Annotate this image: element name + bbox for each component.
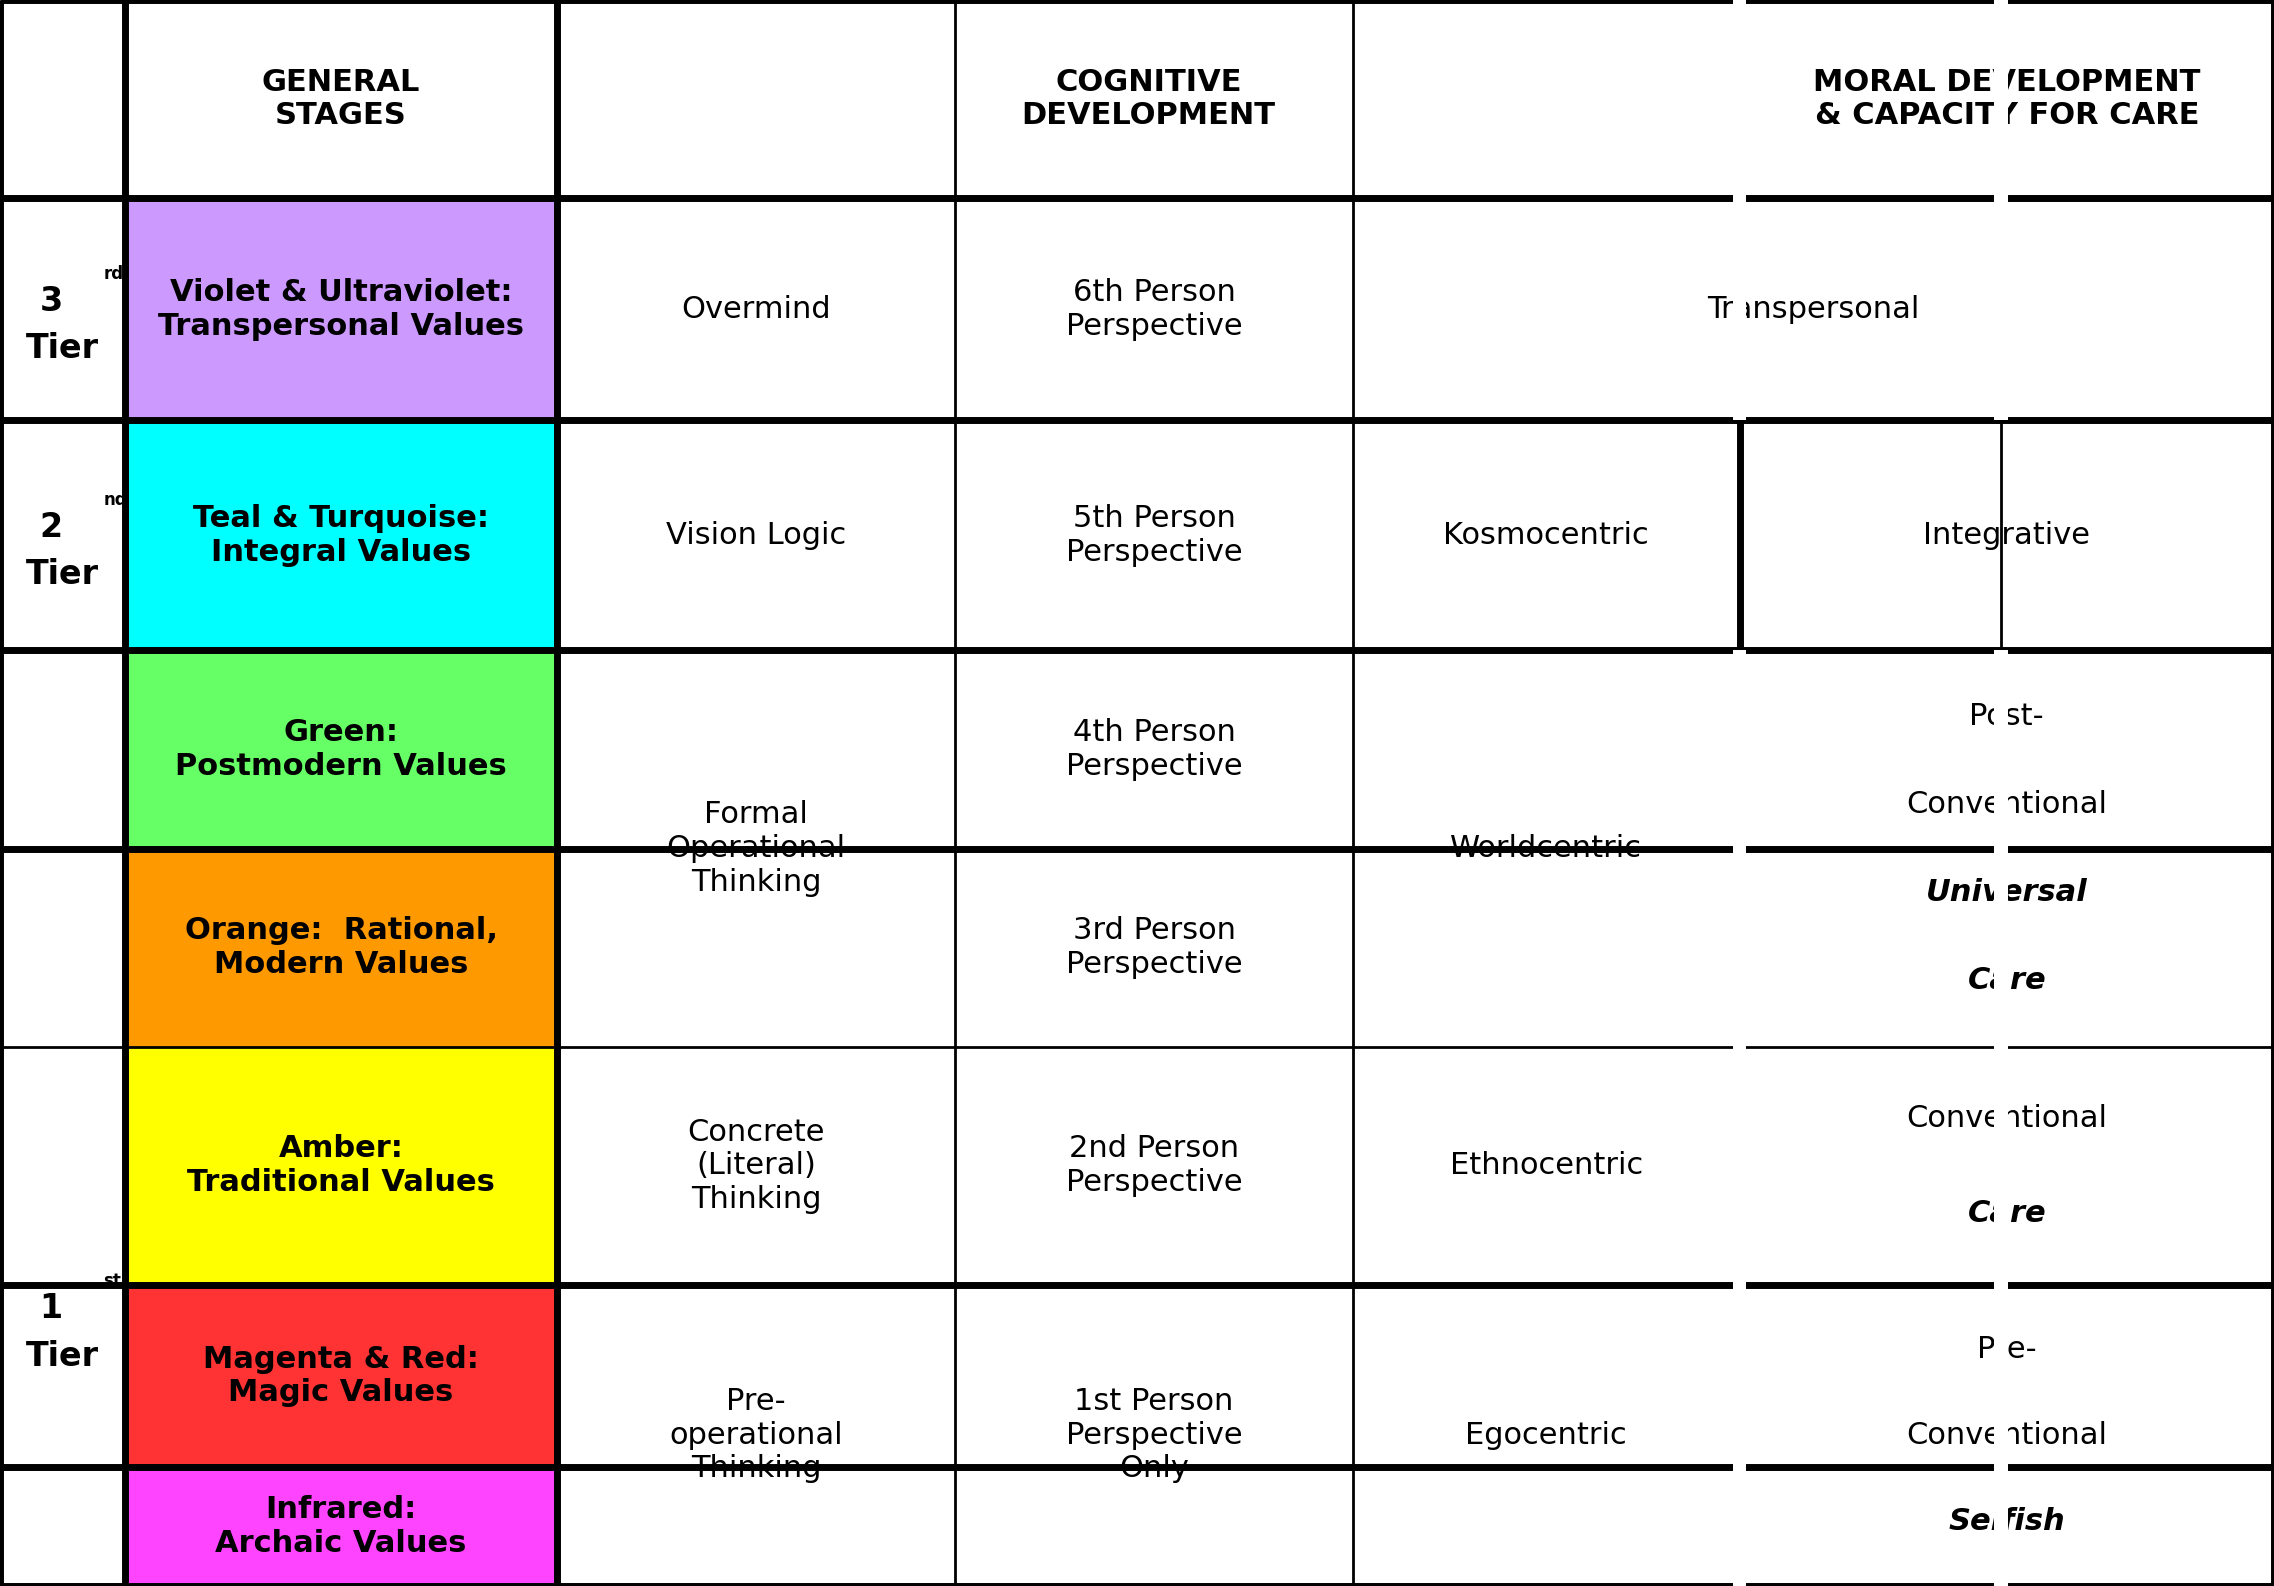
Bar	[955, 1285, 1353, 1586]
Text: Formal
Operational
Thinking: Formal Operational Thinking	[666, 801, 846, 896]
Text: Tier: Tier	[25, 1340, 100, 1372]
Text: Amber:
Traditional Values: Amber: Traditional Values	[186, 1134, 496, 1197]
Text: Conventional: Conventional	[1906, 1421, 2108, 1450]
Bar	[557, 0, 1740, 198]
Bar	[0, 1467, 125, 1586]
Bar	[955, 1047, 1353, 1285]
Text: 1st Person
Perspective
Only: 1st Person Perspective Only	[1067, 1388, 1242, 1483]
Text: MORAL DEVELOPMENT
& CAPACITY FOR CARE: MORAL DEVELOPMENT & CAPACITY FOR CARE	[1812, 68, 2201, 130]
Bar	[1733, 650, 1746, 1586]
Text: Violet & Ultraviolet:
Transpersonal Values: Violet & Ultraviolet: Transpersonal Valu…	[159, 278, 523, 341]
Text: 3rd Person
Perspective: 3rd Person Perspective	[1067, 917, 1242, 979]
Text: Egocentric: Egocentric	[1464, 1421, 1628, 1450]
Text: Conventional: Conventional	[1906, 1104, 2108, 1132]
Bar	[955, 849, 1353, 1047]
Bar	[1353, 420, 1740, 650]
Bar	[125, 198, 557, 420]
Bar	[0, 650, 125, 849]
Text: Worldcentric: Worldcentric	[1451, 834, 1642, 863]
Text: 2: 2	[39, 511, 64, 544]
Bar	[1353, 650, 1740, 1047]
Text: 4th Person
Perspective: 4th Person Perspective	[1067, 718, 1242, 780]
Text: Teal & Turquoise:
Integral Values: Teal & Turquoise: Integral Values	[193, 504, 489, 566]
Text: Vision Logic: Vision Logic	[666, 520, 846, 550]
Bar	[1740, 0, 2274, 198]
Bar	[955, 650, 1353, 849]
Bar	[0, 849, 125, 1047]
Bar	[1994, 0, 2008, 420]
Bar	[125, 1047, 557, 1285]
Bar	[1994, 198, 2008, 420]
Text: Pre-
operational
Thinking: Pre- operational Thinking	[669, 1388, 844, 1483]
Text: Post-: Post-	[1969, 703, 2044, 731]
Text: nd: nd	[102, 492, 127, 509]
Text: Transpersonal: Transpersonal	[1708, 295, 1919, 324]
Bar	[0, 420, 125, 650]
Bar	[1740, 1285, 2274, 1586]
Text: st: st	[102, 1272, 121, 1291]
Bar	[557, 1047, 955, 1285]
Bar	[125, 0, 557, 198]
Text: Ethnocentric: Ethnocentric	[1451, 1151, 1642, 1180]
Text: Pre-: Pre-	[1976, 1335, 2038, 1364]
Bar	[557, 198, 955, 420]
Text: Selfish: Selfish	[1949, 1507, 2065, 1535]
Text: Tier: Tier	[25, 333, 100, 365]
Bar	[1740, 1047, 2274, 1285]
Bar	[955, 198, 1353, 420]
Bar	[0, 1285, 125, 1467]
Text: 6th Person
Perspective: 6th Person Perspective	[1067, 278, 1242, 341]
Text: 2nd Person
Perspective: 2nd Person Perspective	[1067, 1134, 1242, 1197]
Bar	[0, 0, 125, 198]
Text: Green:
Postmodern Values: Green: Postmodern Values	[175, 718, 507, 780]
Bar	[1740, 420, 2274, 650]
Bar	[955, 420, 1353, 650]
Bar	[557, 420, 955, 650]
Text: GENERAL
STAGES: GENERAL STAGES	[262, 68, 421, 130]
Text: COGNITIVE
DEVELOPMENT: COGNITIVE DEVELOPMENT	[1021, 68, 1276, 130]
Text: Universal: Universal	[1926, 879, 2088, 907]
Text: Magenta & Red:
Magic Values: Magenta & Red: Magic Values	[202, 1345, 480, 1407]
Text: Kosmocentric: Kosmocentric	[1444, 520, 1649, 550]
Bar	[125, 1467, 557, 1586]
Bar	[125, 1285, 557, 1467]
Bar	[557, 650, 955, 1047]
Bar	[1733, 0, 1746, 420]
Bar	[125, 650, 557, 849]
Text: Infrared:
Archaic Values: Infrared: Archaic Values	[216, 1496, 466, 1557]
Bar	[0, 0, 125, 198]
Text: 1: 1	[39, 1293, 64, 1324]
Text: Care: Care	[1967, 966, 2047, 994]
Bar	[125, 849, 557, 1047]
Bar	[0, 198, 125, 420]
Bar	[1733, 198, 1746, 420]
Text: 5th Person
Perspective: 5th Person Perspective	[1067, 504, 1242, 566]
Text: Overmind: Overmind	[682, 295, 830, 324]
Text: Care: Care	[1967, 1199, 2047, 1228]
Bar	[1994, 650, 2008, 1586]
Text: rd: rd	[102, 265, 123, 284]
Text: 3: 3	[39, 285, 64, 317]
Text: Orange:  Rational,
Modern Values: Orange: Rational, Modern Values	[184, 917, 498, 979]
Bar	[1353, 198, 2274, 420]
Bar	[1353, 1047, 1740, 1285]
Bar	[0, 1047, 125, 1285]
Bar	[125, 420, 557, 650]
Text: Integrative: Integrative	[1924, 520, 2090, 550]
Bar	[1353, 1285, 1740, 1586]
Text: Tier: Tier	[25, 558, 100, 592]
Text: Concrete
(Literal)
Thinking: Concrete (Literal) Thinking	[687, 1118, 825, 1213]
Bar	[557, 1285, 955, 1586]
Bar	[1740, 650, 2274, 1047]
Text: Conventional: Conventional	[1906, 790, 2108, 818]
